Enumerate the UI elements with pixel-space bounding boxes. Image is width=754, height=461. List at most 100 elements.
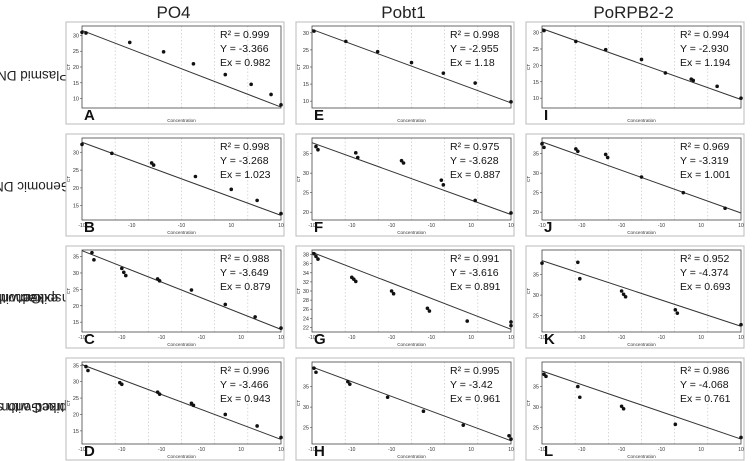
data-point (312, 366, 316, 370)
data-point (375, 49, 380, 54)
data-point (86, 368, 90, 373)
y-tick-label: 35 (533, 152, 539, 158)
y-tick-label: 30 (73, 150, 79, 156)
plot-frame (541, 137, 742, 221)
y-tick-label: 22 (303, 325, 309, 331)
y-tick-label: 25 (303, 191, 309, 197)
x-tick-label: -10 (618, 223, 625, 229)
y-tick-label: 20 (533, 63, 539, 69)
fit-stat: R² = 0.988 (220, 253, 269, 265)
data-point (621, 406, 626, 411)
y-tick-label: 20 (73, 412, 79, 418)
x-tick-label: 10 (278, 447, 284, 453)
x-axis-label: Concentration (167, 118, 196, 123)
data-point (279, 103, 283, 107)
chart-panel-g: 22 24 26 28 30 32 34 36 38 -10 -10 -10 -10 10 10 Concen… (295, 245, 515, 349)
data-point (399, 158, 404, 163)
x-tick-label: 10 (278, 335, 284, 341)
data-point (353, 279, 358, 284)
data-point (90, 250, 94, 255)
fit-stat: Ex = 0.693 (680, 281, 731, 293)
y-tick-label: 20 (73, 186, 79, 192)
x-tick-label: 10 (468, 335, 474, 341)
x-tick-label: -10 (78, 447, 85, 453)
y-tick-label: 15 (73, 429, 79, 435)
regression-line (81, 250, 282, 330)
data-point (279, 326, 283, 330)
data-point (509, 100, 513, 104)
y-tick-label: 30 (73, 271, 79, 277)
x-axis-label: Concentration (627, 342, 656, 347)
data-point (110, 151, 114, 156)
data-point (391, 291, 396, 296)
chart-panel-f: 20 25 30 35 -10 -10 -10 -10 10 10 Concentration CT R… (295, 133, 515, 237)
x-tick-label: 10 (278, 223, 284, 229)
x-axis-label: Concentration (397, 454, 426, 459)
chart-panel-a: 10 15 20 25 30 Concentration CT R² = 0.999 Y = -… (65, 21, 285, 125)
data-point (314, 254, 318, 259)
data-point (84, 364, 88, 369)
y-axis-label: CT (526, 400, 531, 406)
y-tick-label: 38 (303, 253, 309, 259)
data-point (605, 155, 610, 160)
data-point (346, 379, 350, 384)
fit-stat: Ex = 0.943 (220, 393, 271, 405)
x-tick-label: -10 (78, 335, 85, 341)
y-tick-label: 35 (533, 385, 539, 391)
data-point (576, 384, 580, 389)
x-tick-label: -10 (658, 447, 665, 453)
data-point (161, 50, 166, 54)
fit-stat: Y = -3.268 (220, 155, 269, 167)
data-point (193, 174, 198, 179)
data-point (157, 279, 162, 283)
x-axis-label: Concentration (397, 118, 426, 123)
y-tick-label: 10 (73, 97, 79, 103)
x-tick-label: -10 (128, 223, 135, 229)
data-point (223, 72, 228, 77)
panel-letter: G (314, 331, 326, 348)
x-tick-label: -10 (348, 335, 355, 341)
x-tick-label: -10 (538, 223, 545, 229)
y-axis-label: CT (296, 288, 301, 294)
y-tick-label: 30 (73, 33, 79, 39)
y-axis-label: CT (66, 176, 71, 182)
y-tick-label: 30 (303, 405, 309, 411)
data-point (409, 60, 414, 65)
chart-panel-d: 15 20 25 30 35 -10 -10 -10 -10 10 10 Concentration C… (65, 357, 285, 461)
y-axis-label: CT (296, 64, 301, 70)
panel-letter: J (544, 219, 552, 236)
fit-stat: Y = -3.42 (450, 379, 493, 391)
x-axis-label: Concentration (627, 230, 656, 235)
x-tick-label: -10 (158, 335, 165, 341)
data-point (123, 273, 128, 278)
data-point (127, 40, 132, 45)
x-axis-label: Concentration (167, 230, 196, 235)
x-tick-label: 10 (698, 223, 704, 229)
fit-stat: R² = 0.986 (680, 365, 729, 377)
data-point (540, 261, 544, 265)
y-tick-label: 10 (533, 96, 539, 102)
y-tick-label: 20 (303, 210, 309, 216)
fit-stat: R² = 0.991 (450, 253, 499, 265)
plot-frame (541, 249, 742, 333)
panel-letter: K (544, 331, 555, 348)
x-axis-label: Concentration (397, 342, 426, 347)
data-point (151, 163, 156, 167)
data-point (507, 434, 511, 438)
data-point (623, 294, 628, 299)
data-point (509, 323, 513, 328)
y-tick-label: 25 (73, 168, 79, 174)
x-tick-label: -10 (308, 335, 315, 341)
y-tick-label: 25 (303, 48, 309, 54)
plot-frame (311, 361, 512, 445)
y-tick-label: 32 (303, 280, 309, 286)
data-point (509, 437, 513, 441)
fit-stat: R² = 0.952 (680, 253, 729, 265)
data-point (675, 311, 680, 315)
data-point (249, 82, 253, 87)
data-point (312, 251, 316, 256)
y-axis-label: CT (526, 64, 531, 70)
y-tick-label: 26 (303, 307, 309, 313)
panel-letter: F (314, 219, 323, 236)
data-point (473, 198, 477, 203)
